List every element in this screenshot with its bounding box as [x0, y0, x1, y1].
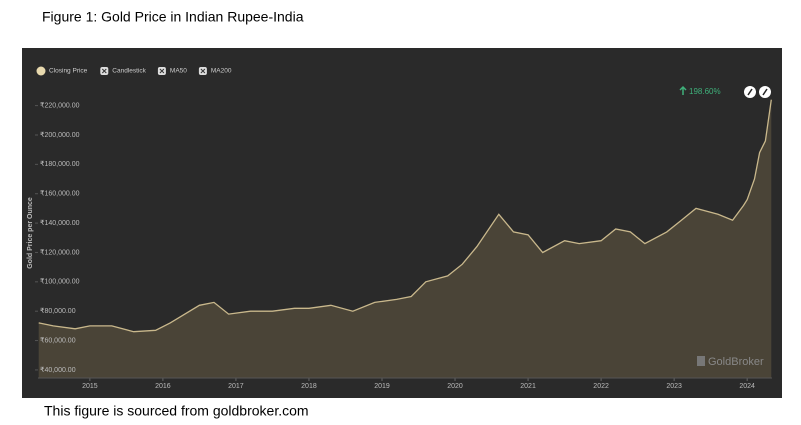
x-tick-label: 2021 [520, 383, 536, 390]
x-tick-label: 2020 [447, 383, 463, 390]
x-tick-label: 2023 [666, 383, 682, 390]
y-tick-label: ₹180,000.00 [40, 160, 80, 168]
legend-toggle-label[interactable]: Candlestick [112, 68, 146, 75]
y-tick-label: ₹60,000.00 [40, 336, 76, 344]
legend-toggle-cross[interactable] [159, 68, 165, 74]
watermark-icon [697, 356, 705, 366]
tool-icon[interactable] [762, 88, 768, 96]
legend-swatch[interactable] [36, 66, 46, 76]
source-note: This figure is sourced from goldbroker.c… [44, 403, 309, 419]
y-tick-label: ₹120,000.00 [40, 248, 80, 256]
y-tick-label: ₹160,000.00 [40, 190, 80, 198]
x-tick-label: 2024 [739, 383, 755, 390]
legend-toggle-cross[interactable] [200, 68, 206, 74]
y-tick-label: ₹140,000.00 [40, 219, 80, 227]
y-tick-label: ₹220,000.00 [40, 101, 80, 109]
legend-toggle-label[interactable]: MA200 [211, 68, 232, 75]
x-tick-label: 2017 [228, 383, 244, 390]
x-tick-label: 2015 [82, 383, 98, 390]
watermark: GoldBroker [708, 356, 764, 368]
x-tick-label: 2016 [155, 383, 171, 390]
legend-toggle-cross[interactable] [101, 68, 107, 74]
x-tick-label: 2018 [301, 383, 317, 390]
y-tick-label: ₹200,000.00 [40, 131, 80, 139]
annotation: 198.60% [689, 87, 721, 96]
area-fill [38, 99, 772, 378]
legend-toggle-label[interactable]: MA50 [170, 68, 187, 75]
legend-label[interactable]: Closing Price [49, 68, 88, 75]
y-axis-label: Gold Price per Ounce [27, 197, 34, 269]
tool-icon[interactable] [747, 88, 753, 96]
x-tick-label: 2019 [374, 383, 390, 390]
price-line [38, 99, 772, 333]
y-tick-label: ₹80,000.00 [40, 307, 76, 315]
y-tick-label: ₹40,000.00 [40, 366, 76, 374]
y-tick-label: ₹100,000.00 [40, 278, 80, 286]
caption: Figure 1: Gold Price in Indian Rupee-Ind… [42, 9, 304, 25]
x-tick-label: 2022 [593, 383, 609, 390]
annotation-arrow [679, 85, 687, 95]
